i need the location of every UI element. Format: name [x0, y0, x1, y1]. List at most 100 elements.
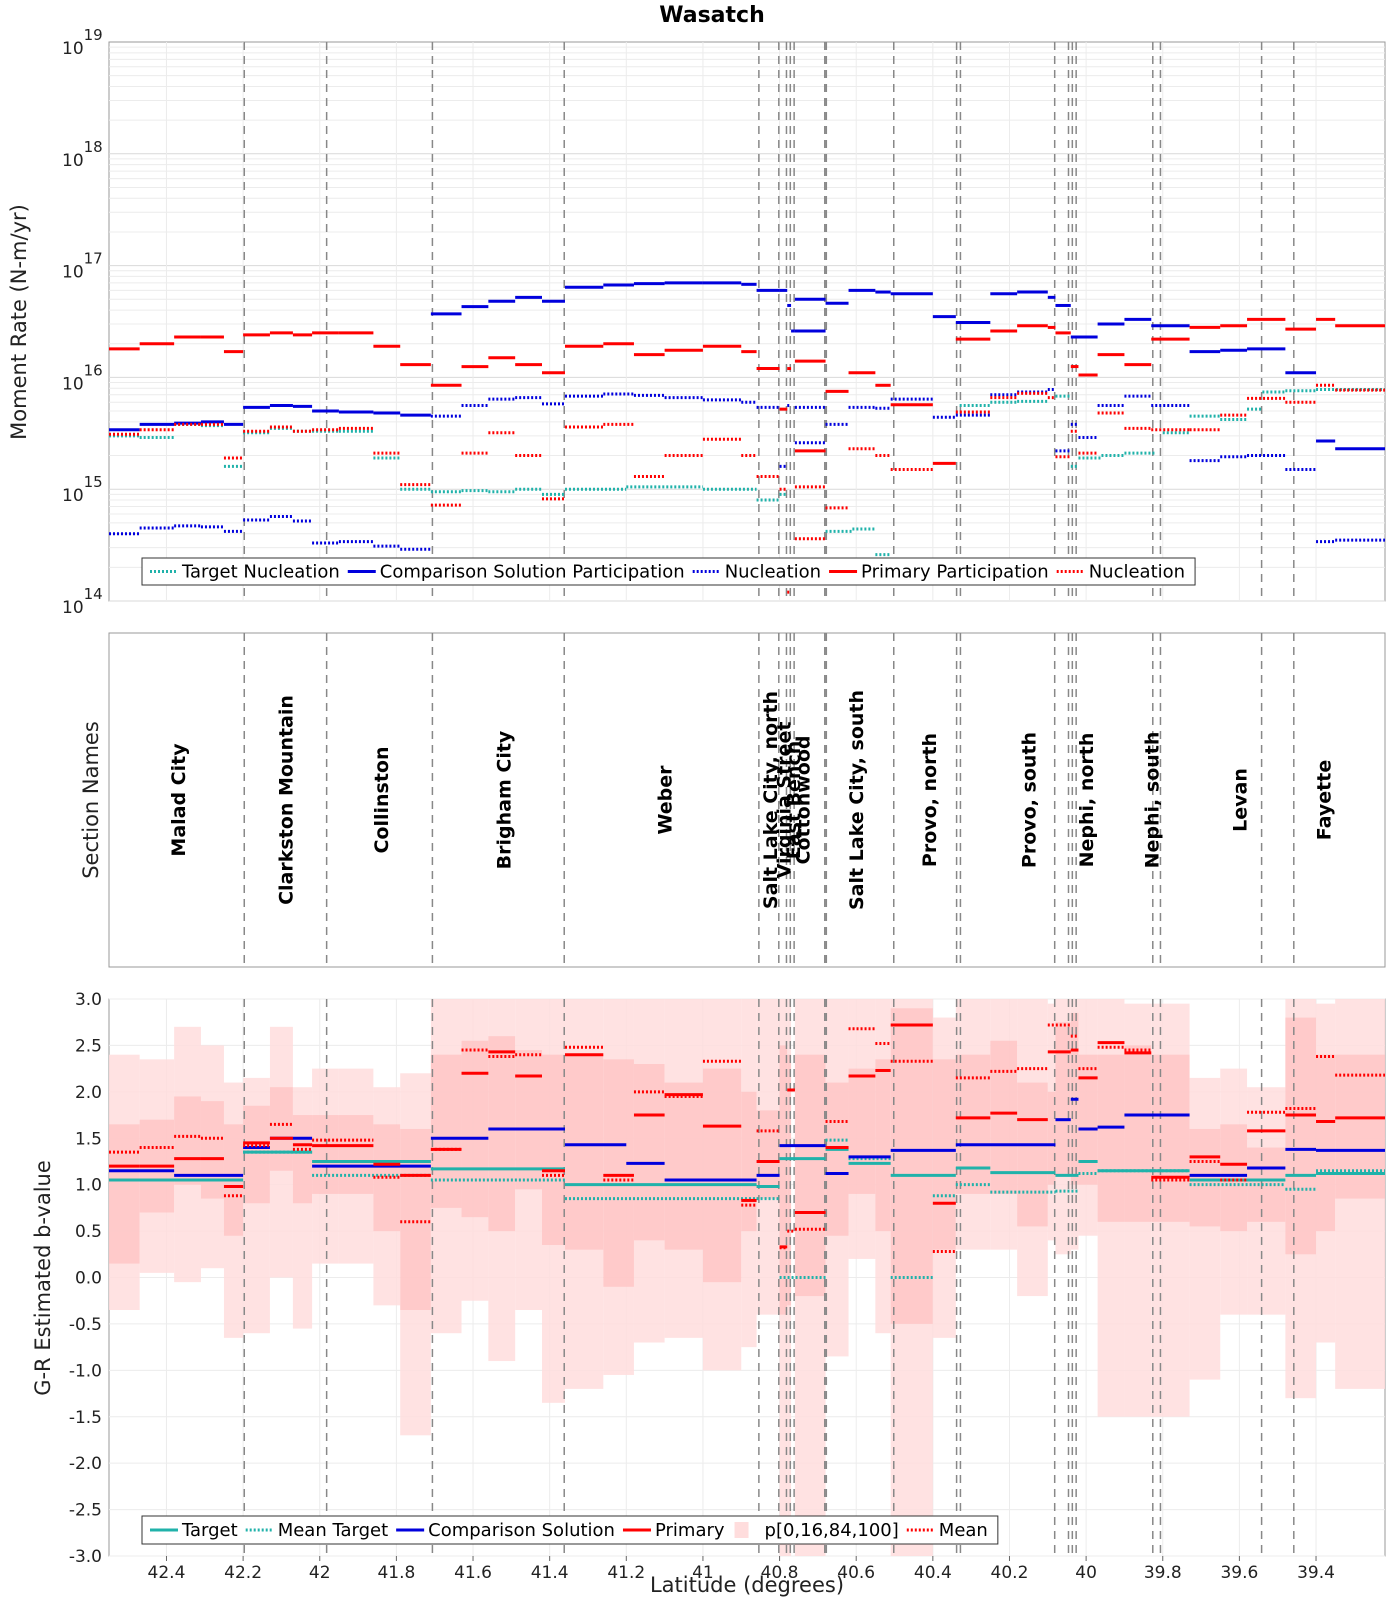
moment-rate-y-tick-label: 1019 [62, 26, 103, 59]
b-value-legend-label: Target [181, 1520, 238, 1541]
percentile-band-inner [1055, 1022, 1071, 1176]
b-value-legend-swatch [734, 1522, 749, 1538]
x-tick-label: 41.8 [377, 1563, 415, 1583]
percentile-band-inner [848, 1068, 876, 1194]
b-value-y-tick-label: -1.0 [69, 1361, 102, 1381]
section-name-label: Fayette [1314, 760, 1336, 840]
b-value-legend-label: p[0,16,84,100] [765, 1520, 899, 1541]
x-tick-label: 39.4 [1297, 1563, 1335, 1583]
percentile-band-inner [269, 1087, 293, 1171]
moment-rate-legend-box [141, 557, 1196, 586]
section-name-label: Salt Lake City, south [846, 690, 868, 910]
moment-rate-legend-label: Nucleation [725, 562, 821, 583]
percentile-band-inner [400, 1128, 431, 1310]
section-names-area [108, 632, 1386, 968]
x-tick-label: 41 [692, 1563, 714, 1583]
b-value-y-tick-label: 1.0 [75, 1176, 102, 1196]
moment-rate-y-tick-label: 1016 [62, 361, 103, 394]
b-value-y-tick-label: 0.5 [75, 1222, 102, 1242]
percentile-band-inner [1151, 1054, 1190, 1222]
percentile-band-inner [633, 1063, 665, 1241]
percentile-band-inner [990, 1040, 1018, 1194]
percentile-band-inner [1097, 1054, 1125, 1222]
x-tick-label: 41.6 [454, 1563, 492, 1583]
section-name-label: Cottonwood [793, 735, 815, 864]
x-tick-label: 39.6 [1220, 1563, 1258, 1583]
percentile-band-inner [515, 1050, 542, 1190]
percentile-band-inner [664, 1082, 703, 1250]
section-names-y-label: Section Names [79, 721, 103, 879]
percentile-band-inner [1285, 1017, 1317, 1255]
moment-rate-y-label: Moment Rate (N-m/yr) [7, 204, 31, 440]
section-name-label: Provo, south [1019, 732, 1041, 868]
b-value-legend-label: Mean Target [278, 1520, 388, 1541]
section-name-label: Nephi, south [1141, 732, 1163, 869]
percentile-band-inner [794, 1054, 826, 1297]
section-name-label: Levan [1229, 768, 1251, 832]
section-name-label: Collinston [371, 746, 393, 853]
b-value-panel: 3.0 2.5 2.0 1.5 1.0 0.5 0.0 -0.5 -1.0 -1.5 -2.0 -2.… [31, 990, 1386, 1567]
b-value-section-dividers [243, 999, 1295, 1556]
x-tick-label: 41.2 [607, 1563, 645, 1583]
percentile-band-inner [1124, 1045, 1152, 1222]
x-tick-label: 40.6 [837, 1563, 875, 1583]
section-names-labels: Malad City Clarkston Mountain Collinston Br… [168, 690, 1336, 910]
b-value-y-tick-label: -2.5 [69, 1501, 102, 1521]
b-value-series [109, 1023, 1385, 1279]
percentile-band-inner [488, 1036, 516, 1232]
percentile-band-inner [787, 1054, 792, 1306]
percentile-band-inner [1220, 1124, 1248, 1232]
b-value-y-tick-label: -3.0 [69, 1547, 102, 1567]
section-name-label: East Bench [783, 741, 805, 860]
x-tick-label: 40.4 [914, 1563, 952, 1583]
b-value-legend-label: Comparison Solution [428, 1520, 615, 1541]
x-axis-ticks: 42.4 42.2 42 41.8 41.6 41.4 41.2 41 40.8 40.6 40.4… [148, 1556, 1335, 1583]
percentile-band-inner [338, 1115, 374, 1194]
x-axis-label: Latitude (degrees) [650, 1573, 844, 1597]
section-names-panel: Malad City Clarkston Mountain Collinston Br… [79, 632, 1386, 968]
percentile-band-inner [1017, 1082, 1048, 1227]
b-value-y-tick-label: 1.5 [75, 1129, 102, 1149]
b-value-y-tick-label: 2.0 [75, 1083, 102, 1103]
moment-rate-legend-label: Comparison Solution Participation [380, 562, 685, 583]
section-name-label: Brigham City [494, 730, 516, 869]
percentile-band-outer [1189, 1077, 1221, 1380]
percentile-band-inner [174, 1096, 201, 1185]
b-value-y-tick-label: 3.0 [75, 990, 102, 1010]
b-value-y-tick-label: -2.0 [69, 1454, 102, 1474]
x-tick-label: 42.2 [224, 1563, 262, 1583]
x-tick-label: 40.8 [761, 1563, 799, 1583]
x-tick-label: 40.2 [991, 1563, 1029, 1583]
section-name-label: Nephi, north [1076, 733, 1098, 868]
percentile-band-inner [1078, 1054, 1098, 1185]
moment-rate-y-ticks: 1014 1015 1016 1017 1018 1019 [62, 26, 103, 618]
percentile-band-inner [541, 1054, 565, 1246]
moment-rate-plot-area [108, 41, 1386, 602]
b-value-y-tick-label: -1.5 [69, 1408, 102, 1428]
percentile-band-inner [932, 1059, 956, 1250]
moment-rate-panel: 1014 1015 1016 1017 1018 1019 Moment Rate (N-… [7, 26, 1386, 618]
section-name-label: Weber [655, 765, 677, 835]
b-value-y-tick-label: 0.0 [75, 1269, 102, 1289]
percentile-band-inner [702, 1068, 742, 1283]
section-name-label: Clarkston Mountain [275, 695, 297, 905]
percentile-band-inner [825, 1082, 849, 1236]
percentile-band-inner [461, 1040, 489, 1218]
b-value-y-tick-label: -0.5 [69, 1315, 102, 1335]
percentile-band-inner [1047, 1091, 1056, 1185]
section-name-label: Virginia Street [773, 722, 795, 879]
section-name-label: Malad City [168, 743, 190, 857]
moment-rate-legend-label: Nucleation [1089, 562, 1185, 583]
b-value-y-label: G-R Estimated b-value [31, 1160, 55, 1396]
b-value-y-ticks: 3.0 2.5 2.0 1.5 1.0 0.5 0.0 -0.5 -1.0 -1.5 -2.0 -2.… [69, 990, 102, 1567]
section-name-label: Provo, north [919, 733, 941, 867]
x-tick-label: 42.4 [148, 1563, 186, 1583]
x-tick-label: 41.4 [531, 1563, 569, 1583]
percentile-band-inner [1316, 1054, 1336, 1232]
percentile-band-inner [312, 1115, 339, 1194]
percentile-band-inner [243, 1105, 270, 1204]
percentile-band-inner [292, 1115, 313, 1204]
moment-rate-legend-label: Target Nucleation [181, 562, 340, 583]
percentile-band-inner [875, 1059, 891, 1232]
